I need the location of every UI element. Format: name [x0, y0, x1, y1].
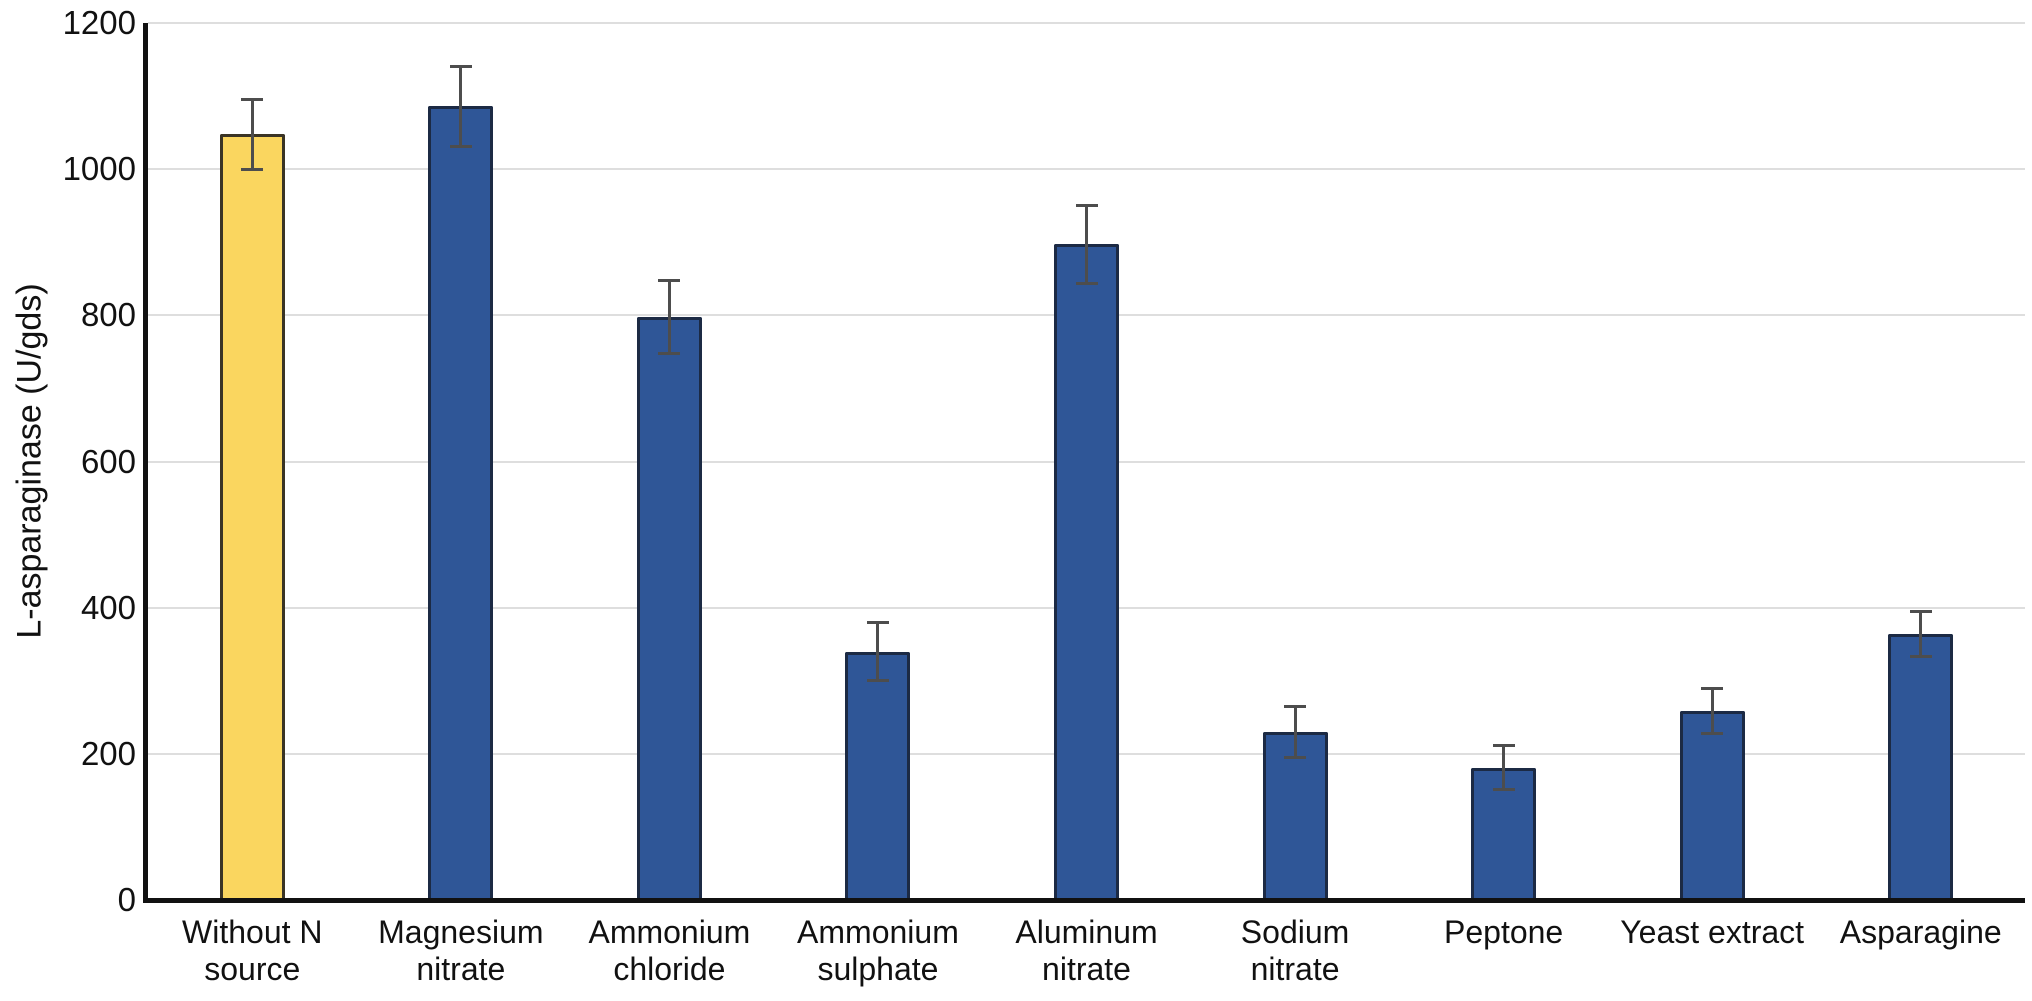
error-bar-cap-top-asparagine [1909, 609, 1932, 613]
error-bar-cap-bottom-without-n-source [241, 167, 264, 171]
y-tick-label-1200: 1200 [62, 4, 136, 41]
bar-magnesium-nitrate [428, 106, 494, 900]
x-category-label-line: Sodium [1240, 914, 1350, 950]
x-category-label-asparagine: Asparagine [1781, 914, 2032, 951]
error-bar-cap-bottom-ammonium-sulphate [866, 679, 889, 683]
y-tick-label-1000: 1000 [62, 150, 136, 188]
error-bar-cap-bottom-yeast-extract [1701, 731, 1724, 735]
y-axis-line [143, 23, 148, 903]
x-category-label-line: nitrate [416, 951, 506, 987]
x-category-label-line: Magnesium [378, 914, 544, 950]
error-bar-yeast-extract [1710, 688, 1714, 734]
x-category-label-line: Peptone [1444, 914, 1564, 950]
gridline-1000 [148, 168, 2025, 171]
bar-aluminum-nitrate [1054, 244, 1119, 900]
error-bar-peptone [1502, 745, 1506, 790]
x-category-label-line: Yeast extract [1620, 914, 1805, 950]
error-bar-cap-bottom-asparagine [1909, 655, 1932, 659]
x-category-label-line: Asparagine [1839, 914, 2002, 950]
x-category-label-line: nitrate [1250, 951, 1340, 987]
error-bar-cap-bottom-magnesium-nitrate [449, 145, 472, 148]
error-bar-cap-bottom-aluminum-nitrate [1075, 281, 1098, 285]
error-bar-cap-top-ammonium-sulphate [866, 620, 889, 624]
error-bar-cap-top-aluminum-nitrate [1075, 204, 1098, 208]
x-category-label-line: Aluminum [1015, 914, 1158, 950]
error-bar-ammonium-sulphate [876, 622, 880, 681]
bar-ammonium-sulphate [845, 651, 911, 900]
x-category-label-ammonium-chloride: Ammonium chloride [529, 914, 809, 988]
bar-without-n-source [219, 134, 285, 900]
error-bar-cap-top-ammonium-chloride [658, 278, 681, 282]
x-category-label-peptone: Peptone [1364, 914, 1644, 951]
x-category-label-line: nitrate [1042, 951, 1131, 987]
x-category-label-line: Ammonium [797, 914, 959, 950]
error-bar-cap-top-magnesium-nitrate [449, 64, 472, 68]
bar-ammonium-chloride [636, 316, 702, 900]
x-category-label-line: chloride [613, 951, 726, 987]
x-axis-line [143, 898, 2025, 903]
gridline-1200 [148, 22, 2025, 24]
x-category-label-yeast-extract: Yeast extract [1572, 914, 1852, 951]
error-bar-aluminum-nitrate [1085, 205, 1088, 284]
y-tick-label-0: 0 [117, 881, 136, 918]
error-bar-cap-top-without-n-source [241, 97, 264, 101]
y-tick-label-200: 200 [80, 734, 136, 772]
x-category-label-line: Without N [182, 914, 323, 950]
x-category-label-line: source [204, 951, 301, 987]
x-category-label-ammonium-sulphate: Ammonium sulphate [738, 914, 1018, 988]
error-bar-ammonium-chloride [667, 280, 671, 354]
bar-sodium-nitrate [1262, 731, 1328, 900]
error-bar-without-n-source [250, 99, 254, 170]
x-category-label-sodium-nitrate: Sodium nitrate [1155, 914, 1435, 988]
y-tick-label-600: 600 [80, 442, 136, 480]
error-bar-cap-top-peptone [1492, 744, 1515, 748]
bar-yeast-extract [1679, 710, 1745, 900]
y-tick-label-400: 400 [80, 588, 136, 626]
x-category-label-aluminum-nitrate: Aluminum nitrate [947, 914, 1227, 988]
y-tick-label-800: 800 [80, 296, 136, 334]
bar-asparagine [1888, 633, 1954, 900]
error-bar-asparagine [1919, 611, 1923, 657]
error-bar-cap-top-sodium-nitrate [1284, 704, 1307, 708]
error-bar-cap-bottom-ammonium-chloride [658, 351, 681, 355]
error-bar-cap-bottom-peptone [1492, 788, 1515, 792]
error-bar-cap-bottom-sodium-nitrate [1284, 755, 1307, 759]
error-bar-cap-top-yeast-extract [1701, 686, 1724, 690]
x-category-label-magnesium-nitrate: Magnesium nitrate [321, 914, 601, 988]
error-bar-sodium-nitrate [1293, 706, 1297, 758]
x-category-label-line: Ammonium [588, 914, 751, 950]
x-category-label-line: sulphate [817, 951, 939, 987]
error-bar-magnesium-nitrate [459, 66, 463, 147]
